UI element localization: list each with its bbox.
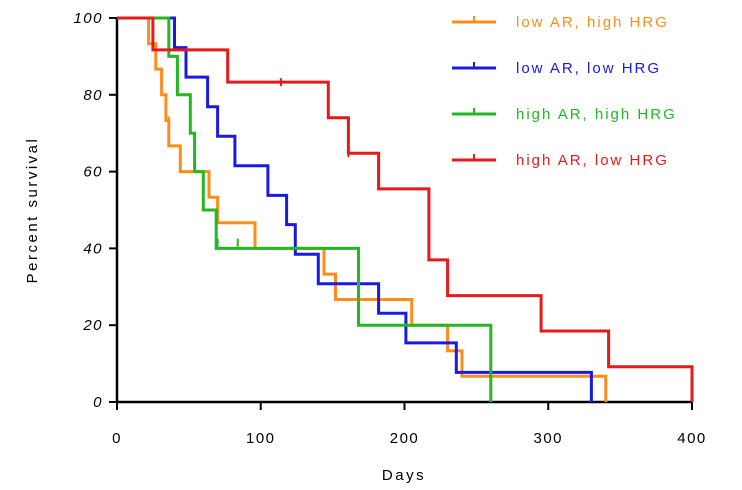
y-tick-label: 60 — [83, 164, 103, 181]
x-tick-label: 400 — [677, 430, 707, 447]
x-tick-label: 300 — [533, 430, 563, 447]
y-tick-label: 40 — [83, 240, 103, 257]
x-ticks: 0 100 200 300 400 — [112, 402, 707, 447]
x-tick-label: 100 — [246, 430, 276, 447]
series-line-3 — [117, 16, 493, 402]
legend-label: high AR, high HRG — [516, 106, 677, 123]
censor-marks — [167, 78, 350, 247]
y-tick-label: 20 — [82, 317, 103, 334]
y-tick-label: 100 — [73, 10, 103, 27]
y-tick-label: 80 — [83, 87, 103, 104]
x-tick-label: 0 — [112, 430, 122, 447]
y-axis-title: Percent survival — [24, 137, 41, 284]
legend-label: low AR, high HRG — [516, 14, 669, 31]
x-tick-label: 200 — [390, 430, 420, 447]
y-tick-label: 0 — [93, 394, 103, 411]
x-axis-title: Days — [382, 467, 426, 484]
legend-label: high AR, low HRG — [516, 152, 669, 169]
series-line-2 — [117, 16, 593, 402]
series-line-4 — [117, 16, 694, 402]
y-ticks: 0 20 40 60 80 100 — [73, 10, 117, 411]
legend-label: low AR, low HRG — [516, 60, 661, 77]
legend: low AR, high HRG low AR, low HRG high AR, … — [452, 14, 677, 169]
series-layer — [117, 16, 694, 402]
